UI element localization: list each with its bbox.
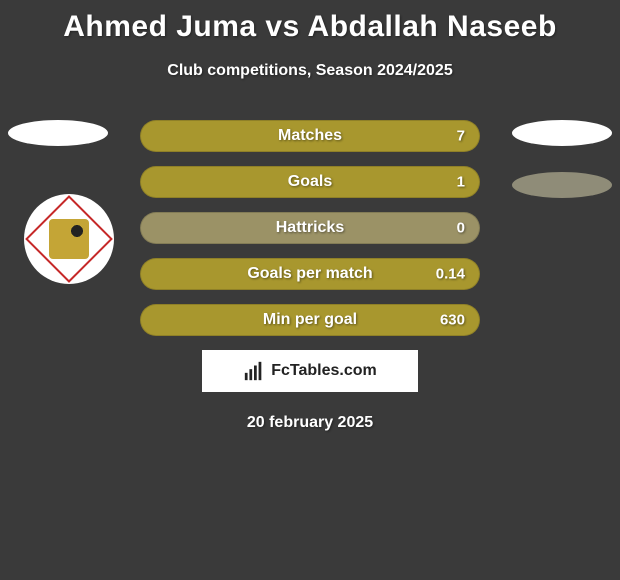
club-badge-icon xyxy=(25,195,113,283)
left-player-ellipse xyxy=(8,120,108,146)
stat-bar-hattricks: Hattricks 0 xyxy=(140,212,480,244)
stat-value: 0.14 xyxy=(436,266,465,283)
stat-value: 0 xyxy=(457,220,465,237)
right-player-ellipse-2 xyxy=(512,172,612,198)
stat-value: 630 xyxy=(440,312,465,329)
right-player-ellipse-1 xyxy=(512,120,612,146)
stat-label: Goals xyxy=(288,173,332,191)
page-title: Ahmed Juma vs Abdallah Naseeb xyxy=(0,0,620,44)
stat-bar-min-per-goal: Min per goal 630 xyxy=(140,304,480,336)
stat-value: 1 xyxy=(457,174,465,191)
subtitle: Club competitions, Season 2024/2025 xyxy=(0,62,620,80)
bars-chart-icon xyxy=(243,360,265,382)
date-text: 20 february 2025 xyxy=(0,414,620,432)
brand-box: FcTables.com xyxy=(202,350,418,392)
stat-bar-goals: Goals 1 xyxy=(140,166,480,198)
stat-bars: Matches 7 Goals 1 Hattricks 0 Goals per … xyxy=(140,120,480,336)
club-badge xyxy=(24,194,114,284)
stat-label: Goals per match xyxy=(247,265,372,283)
stat-label: Matches xyxy=(278,127,342,145)
stats-area: Matches 7 Goals 1 Hattricks 0 Goals per … xyxy=(0,120,620,432)
stat-bar-goals-per-match: Goals per match 0.14 xyxy=(140,258,480,290)
stat-bar-matches: Matches 7 xyxy=(140,120,480,152)
stat-label: Min per goal xyxy=(263,311,357,329)
stat-label: Hattricks xyxy=(276,219,344,237)
stat-value: 7 xyxy=(457,128,465,145)
brand-text: FcTables.com xyxy=(271,362,377,380)
